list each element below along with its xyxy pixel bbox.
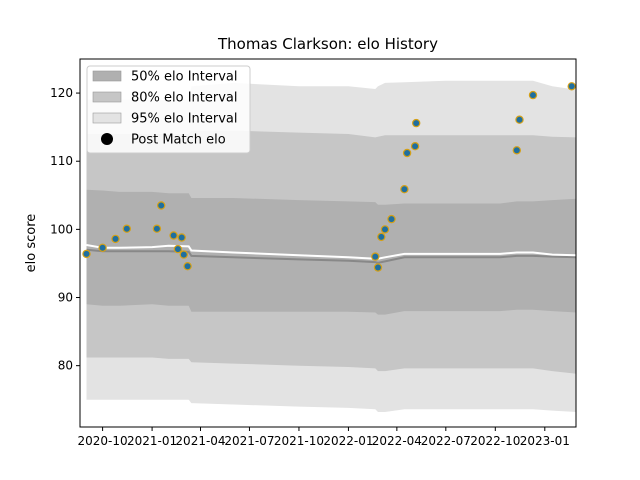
post-match-elo-point <box>98 243 107 252</box>
chart-title: Thomas Clarkson: elo History <box>217 35 438 53</box>
x-tick-label: 2023-01 <box>520 434 570 448</box>
mean-line <box>86 244 577 260</box>
post-match-elo-point <box>387 214 396 224</box>
y-tick-label: 80 <box>58 359 73 373</box>
post-match-elo-point <box>122 224 132 233</box>
y-tick-label: 100 <box>50 222 73 236</box>
post-match-elo-point <box>412 118 421 128</box>
y-tick-label: 110 <box>50 154 73 168</box>
plot-area <box>82 80 577 413</box>
x-tick-label: 2021-10 <box>274 434 324 448</box>
post-match-elo-point <box>111 234 120 244</box>
post-match-elo-point <box>156 201 166 210</box>
x-tick-label: 2021-07 <box>224 434 274 448</box>
legend-swatch <box>92 91 122 103</box>
post-match-elo-point <box>152 224 162 233</box>
x-tick-label: 2021-04 <box>175 434 225 448</box>
post-match-elo-point <box>400 184 409 194</box>
y-axis-label: elo score <box>24 214 39 273</box>
plot-frame <box>79 58 577 428</box>
legend: 50% elo Interval 80% elo Interval 95% elo … <box>86 65 251 154</box>
x-tick-label: 2020-10 <box>78 434 128 448</box>
post-match-elo-point <box>371 252 380 261</box>
y-tick-label: 120 <box>50 86 73 100</box>
post-match-elo-point <box>515 115 524 124</box>
band-50-interval <box>86 189 577 315</box>
post-match-elo-point <box>377 232 386 242</box>
post-match-elo-point <box>173 244 183 254</box>
median-line <box>86 248 577 264</box>
x-tick-label: 2022-01 <box>323 434 373 448</box>
legend-label: Post Match elo <box>131 133 226 148</box>
post-match-elo-point <box>373 263 383 272</box>
x-tick-label: 2022-10 <box>470 434 520 448</box>
post-match-elo-point <box>512 146 522 155</box>
post-match-elo-point <box>567 82 576 91</box>
legend-swatch <box>92 70 122 82</box>
post-match-elo-point <box>82 249 91 259</box>
post-match-elo-point <box>177 233 186 242</box>
post-match-elo-point <box>380 225 390 234</box>
post-match-elo-point <box>402 148 412 158</box>
post-match-elo-point <box>179 250 188 259</box>
x-tick-label: 2022-04 <box>372 434 422 448</box>
post-match-elo-point <box>410 141 420 151</box>
post-match-elo-point <box>183 262 192 271</box>
legend-marker <box>101 133 113 145</box>
legend-box <box>86 65 251 154</box>
y-tick-label: 90 <box>58 291 73 305</box>
legend-label: 80% elo Interval <box>131 91 238 106</box>
post-match-elo-point <box>528 90 538 100</box>
legend-label: 95% elo Interval <box>131 112 238 127</box>
post-match-elo-point <box>169 231 178 240</box>
x-tick-label: 2022-07 <box>421 434 471 448</box>
legend-label: 50% elo Interval <box>131 70 238 85</box>
x-tick-label: 2021-01 <box>127 434 177 448</box>
legend-swatch <box>92 112 122 124</box>
